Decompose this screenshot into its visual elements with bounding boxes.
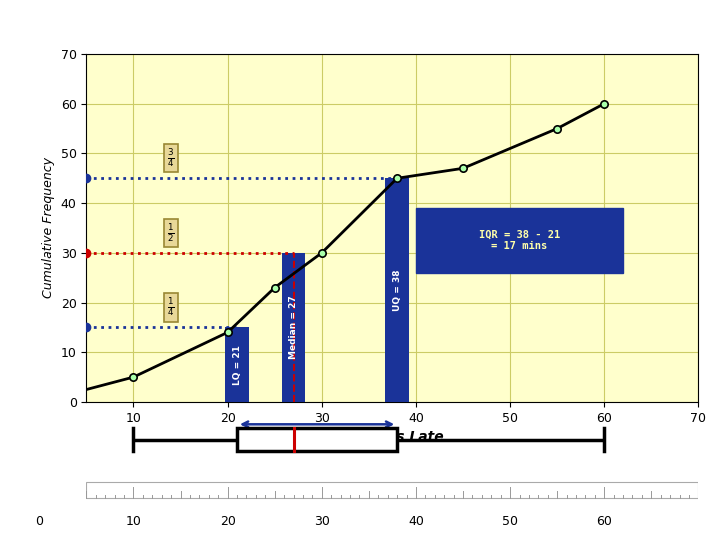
Y-axis label: Cumulative Frequency: Cumulative Frequency [42, 158, 55, 299]
Bar [237, 428, 397, 451]
Point [392, 174, 403, 183]
Text: 0: 0 [35, 515, 43, 528]
Bar [225, 327, 249, 402]
X-axis label: Minutes Late: Minutes Late [341, 430, 444, 444]
Text: $\frac{3}{4}$: $\frac{3}{4}$ [167, 147, 175, 170]
Point [552, 124, 563, 133]
Text: $\frac{1}{2}$: $\frac{1}{2}$ [167, 222, 175, 244]
Text: 40: 40 [408, 515, 424, 528]
Text: Box Plot from Cumulative Frequency Curve: Box Plot from Cumulative Frequency Curve [192, 24, 593, 43]
Bar [86, 482, 698, 498]
Point [127, 373, 139, 381]
Point [222, 328, 233, 336]
Text: 20: 20 [220, 515, 235, 528]
Text: 10: 10 [125, 515, 141, 528]
Text: 30: 30 [314, 515, 330, 528]
Text: $\frac{1}{4}$: $\frac{1}{4}$ [167, 296, 175, 319]
Point [34, 397, 45, 406]
Text: 50: 50 [502, 515, 518, 528]
Point [598, 99, 610, 108]
Bar [416, 208, 623, 273]
Text: IQR = 38 - 21
= 17 mins: IQR = 38 - 21 = 17 mins [479, 230, 560, 251]
Text: UQ = 38: UQ = 38 [392, 269, 402, 311]
Text: Median = 27: Median = 27 [289, 295, 298, 359]
Bar [385, 178, 409, 402]
Bar [282, 253, 305, 402]
Point [269, 284, 281, 292]
Text: 60: 60 [596, 515, 612, 528]
Point [316, 248, 328, 257]
Text: LQ = 21: LQ = 21 [233, 345, 241, 384]
Point [457, 164, 469, 173]
